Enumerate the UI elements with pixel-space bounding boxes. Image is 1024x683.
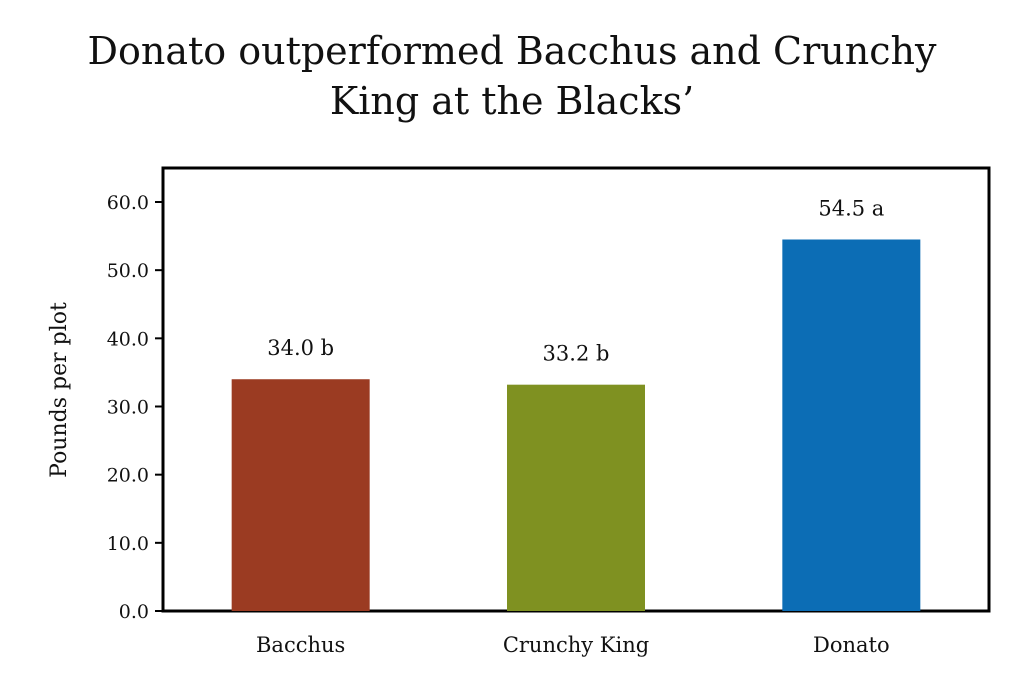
data-label: 33.2 b (543, 342, 610, 366)
bar-crunchy-king (507, 384, 645, 611)
y-axis: 0.0 10.0 20.0 30.0 40.0 50.0 60.0 (107, 192, 163, 623)
x-axis: Bacchus Crunchy King Donato (256, 633, 890, 657)
y-tick-label: 50.0 (107, 260, 149, 282)
x-tick-label: Bacchus (256, 633, 345, 657)
y-tick-label: 60.0 (107, 192, 149, 214)
y-axis-label: Pounds per plot (47, 302, 72, 478)
bar-bacchus (231, 379, 370, 611)
y-tick-label: 0.0 (119, 601, 149, 623)
data-label: 34.0 b (267, 336, 334, 360)
x-tick-label: Donato (813, 633, 890, 657)
y-tick-label: 30.0 (107, 397, 149, 419)
chart-title-line-1: Donato outperformed Bacchus and Crunchy (87, 29, 937, 73)
bar-series (231, 239, 921, 611)
y-tick-label: 10.0 (107, 533, 149, 555)
chart-title-line-2: King at the Blacks’ (329, 79, 695, 123)
data-label: 54.5 a (818, 196, 884, 220)
chart-title: Donato outperformed Bacchus and Crunchy … (0, 26, 1024, 126)
y-tick-label: 40.0 (107, 328, 149, 350)
bar-donato (782, 239, 921, 611)
x-tick-label: Crunchy King (503, 633, 649, 657)
y-tick-label: 20.0 (107, 465, 149, 487)
data-labels: 34.0 b 33.2 b 54.5 a (267, 196, 884, 365)
